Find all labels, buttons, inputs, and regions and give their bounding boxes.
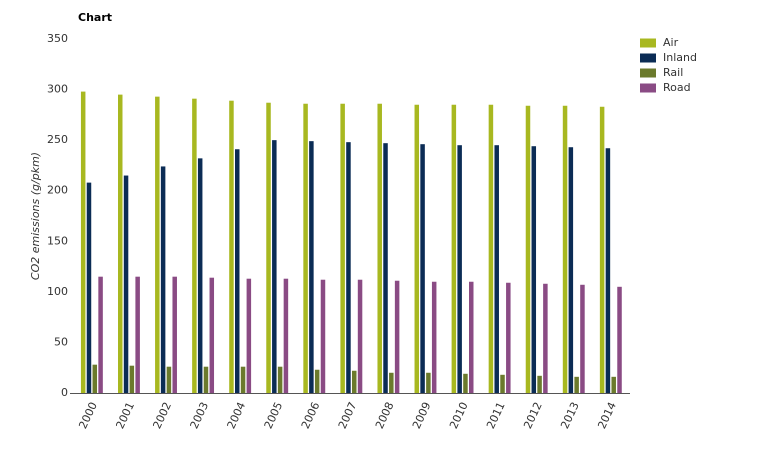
x-tick-label: 2003	[188, 400, 212, 431]
x-tick-label: 2009	[410, 400, 434, 431]
bar	[340, 103, 345, 393]
bar	[525, 105, 531, 394]
legend-swatch	[640, 83, 656, 93]
x-tick-label: 2011	[484, 400, 508, 431]
legend-swatch	[640, 38, 656, 48]
legend-label: Rail	[663, 66, 683, 79]
bar	[562, 105, 568, 394]
bar	[377, 103, 382, 393]
x-tick-label: 2002	[150, 400, 174, 431]
bar	[277, 366, 283, 393]
bar	[389, 372, 394, 393]
legend-swatch	[640, 53, 656, 63]
bar	[172, 276, 177, 393]
x-tick-label: 2014	[595, 400, 619, 431]
legend-label: Inland	[663, 51, 697, 64]
bar	[98, 276, 103, 393]
bar	[352, 370, 357, 393]
bar	[229, 100, 234, 393]
bar	[135, 276, 140, 393]
x-tick-label: 2005	[262, 400, 286, 431]
bar	[314, 369, 320, 393]
bar	[394, 280, 400, 393]
bar	[160, 166, 166, 393]
bar	[86, 182, 92, 393]
bar	[426, 372, 431, 393]
bar	[500, 374, 505, 393]
bar	[155, 96, 160, 393]
bar	[457, 145, 462, 393]
bar	[272, 140, 277, 393]
bar	[303, 103, 308, 393]
bar	[92, 364, 98, 393]
bar	[346, 142, 351, 393]
bar	[488, 104, 494, 393]
bar	[506, 282, 511, 393]
bar	[129, 365, 135, 393]
bar	[537, 375, 542, 393]
legend-label: Air	[663, 36, 679, 49]
x-tick-label: 2006	[299, 400, 323, 431]
bar	[309, 141, 314, 393]
x-tick-label: 2010	[447, 400, 471, 431]
bar	[531, 146, 537, 393]
y-tick-label: 200	[47, 184, 68, 197]
x-tick-label: 2004	[225, 400, 249, 431]
chart-title: Chart	[78, 11, 112, 24]
x-tick-label: 2001	[113, 400, 137, 431]
y-tick-label: 100	[47, 285, 68, 298]
bar	[543, 283, 548, 393]
legend-swatch	[640, 68, 656, 78]
legend-label: Road	[663, 81, 691, 94]
x-tick-label: 2013	[558, 400, 582, 431]
x-tick-label: 2008	[373, 400, 397, 431]
bar	[80, 91, 86, 393]
x-tick-label: 2012	[521, 400, 545, 431]
bar	[235, 149, 240, 393]
bar	[197, 158, 203, 393]
bar	[580, 284, 585, 393]
bar	[209, 277, 215, 393]
bar	[203, 366, 209, 393]
bar	[568, 147, 574, 393]
bar	[266, 102, 271, 393]
y-tick-label: 150	[47, 234, 68, 247]
bar	[605, 148, 611, 393]
bar	[166, 366, 172, 393]
y-tick-label: 300	[47, 83, 68, 96]
bar	[574, 376, 579, 393]
y-tick-label: 350	[47, 32, 68, 45]
bar	[617, 286, 622, 393]
y-tick-label: 250	[47, 133, 68, 146]
y-tick-label: 0	[61, 386, 68, 399]
bar	[611, 376, 616, 393]
x-tick-label: 2007	[336, 400, 360, 431]
bar	[451, 104, 457, 393]
bar	[494, 145, 499, 393]
bar	[420, 144, 425, 393]
bar	[246, 278, 252, 393]
y-tick-label: 50	[54, 335, 68, 348]
bar	[414, 104, 420, 393]
bar	[240, 366, 246, 393]
bar	[320, 279, 326, 393]
bar	[599, 106, 605, 393]
bar	[192, 98, 197, 393]
bar	[357, 279, 363, 393]
bar	[463, 373, 468, 393]
bar	[469, 281, 474, 393]
bar	[283, 278, 289, 393]
bar	[123, 175, 129, 393]
bar	[383, 143, 388, 393]
y-axis-label: CO2 emissions (g/pkm)	[29, 152, 42, 280]
bar	[431, 281, 437, 393]
x-tick-label: 2000	[76, 400, 100, 431]
bar	[118, 94, 123, 393]
